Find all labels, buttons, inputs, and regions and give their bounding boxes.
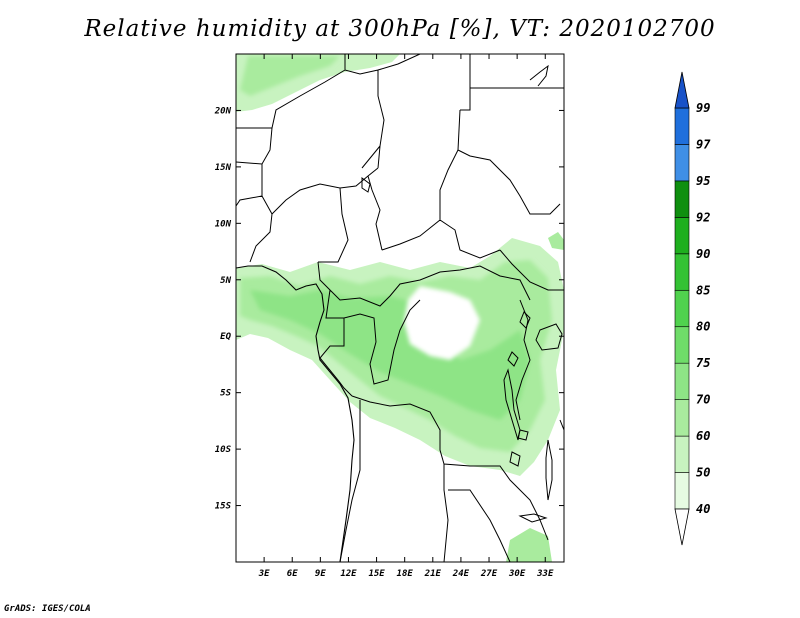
lake-chad [361, 177, 371, 193]
humidity-area-east [548, 232, 564, 250]
colorbar-segment [674, 217, 690, 255]
colorbar-label: 75 [696, 356, 710, 370]
lon-tick-label: 21E [424, 569, 442, 579]
lon-tick-label: 6E [287, 569, 298, 579]
colorbar-label: 60 [696, 429, 710, 443]
humidity-area-southeast [506, 528, 552, 562]
latitude-axis: 20N 15N 10N 5N EQ 5S 10S 15S [214, 106, 564, 512]
lake-small-north [519, 311, 531, 329]
humidity-area-north-core [240, 56, 340, 96]
lon-tick-label: 24E [452, 569, 470, 579]
lat-tick-label: 15N [215, 163, 232, 173]
lat-tick-label: 20N [214, 106, 232, 116]
lat-tick-label: 5N [220, 276, 231, 286]
colorbar-label: 70 [696, 393, 710, 407]
map-title: Relative humidity at 300hPa [%], VT: 202… [84, 16, 716, 42]
colorbar-segment [674, 326, 690, 364]
colorbar-segment [674, 289, 690, 328]
colorbar-segment [674, 399, 690, 437]
country-borders [236, 54, 564, 562]
lat-tick-label: 10N [215, 219, 232, 229]
colorbar: 40 50 60 70 75 80 85 90 92 95 97 99 [674, 71, 711, 546]
colorbar-segment [674, 144, 690, 182]
lake-kivu [507, 351, 519, 367]
colorbar-label: 85 [696, 283, 710, 297]
colorbar-segment [674, 107, 690, 145]
lat-tick-label: 15S [215, 502, 232, 512]
colorbar-segment [674, 253, 690, 291]
humidity-shading [236, 54, 564, 562]
colorbar-max-triangle [674, 71, 690, 109]
lon-tick-label: 12E [340, 569, 357, 579]
colorbar-label: 40 [696, 502, 710, 516]
map-frame [235, 53, 565, 563]
colorbar-label: 90 [696, 247, 710, 261]
lake-bangweulu [517, 429, 529, 441]
lon-tick-label: 33E [536, 569, 554, 579]
lake-victoria [535, 323, 563, 351]
colorbar-segment [674, 472, 690, 510]
lat-tick-label: 5S [220, 389, 231, 399]
lon-tick-label: 27E [480, 569, 498, 579]
colorbar-min-triangle [674, 508, 690, 546]
lake-mweru [509, 451, 521, 467]
colorbar-segment [674, 180, 690, 218]
colorbar-label: 97 [696, 137, 711, 151]
lon-tick-label: 3E [258, 569, 270, 579]
longitude-axis: 3E 6E 9E 12E 15E 18E 21E 24E 27E 30E 33E [258, 54, 554, 579]
border-lines [236, 54, 564, 562]
lon-tick-label: 15E [368, 569, 385, 579]
lake-kariba [518, 513, 548, 523]
coastline [236, 265, 355, 562]
red-sea-coast [529, 64, 549, 87]
lat-tick-label: 10S [215, 445, 232, 455]
humidity-dry-patch [404, 286, 480, 360]
lon-tick-label: 18E [397, 569, 414, 579]
lat-tick-label: EQ [220, 332, 231, 342]
colorbar-segment [674, 362, 690, 400]
footer-credit: GrADS: IGES/COLA [4, 604, 91, 614]
lon-tick-label: 30E [508, 569, 526, 579]
lake-malawi [545, 439, 553, 501]
colorbar-segment [674, 435, 690, 473]
lake-tanganyika [503, 368, 521, 441]
colorbar-label: 80 [696, 320, 710, 334]
lon-tick-label: 9E [315, 569, 326, 579]
colorbar-label: 50 [696, 466, 710, 480]
colorbar-label: 99 [696, 101, 710, 115]
colorbar-label: 92 [696, 210, 710, 224]
colorbar-label: 95 [696, 174, 710, 188]
